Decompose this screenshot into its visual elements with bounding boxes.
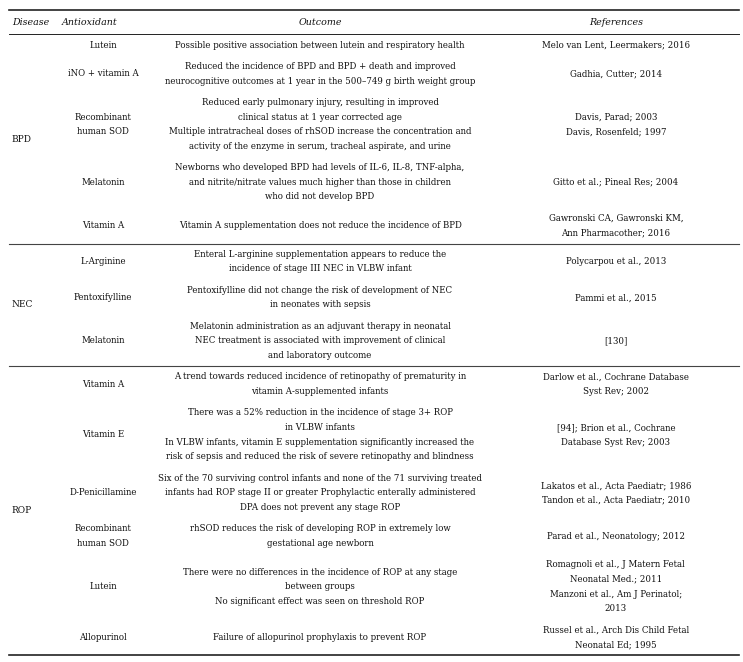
Text: Davis, Rosenfeld; 1997: Davis, Rosenfeld; 1997 [565, 127, 666, 136]
Text: Melatonin administration as an adjuvant therapy in neonatal: Melatonin administration as an adjuvant … [189, 322, 450, 331]
Text: risk of sepsis and reduced the risk of severe retinopathy and blindness: risk of sepsis and reduced the risk of s… [166, 452, 474, 461]
Text: infants had ROP stage II or greater Prophylactic enterally administered: infants had ROP stage II or greater Prop… [165, 489, 476, 497]
Text: Syst Rev; 2002: Syst Rev; 2002 [583, 387, 649, 396]
Text: Manzoni et al., Am J Perinatol;: Manzoni et al., Am J Perinatol; [550, 590, 682, 598]
Text: and laboratory outcome: and laboratory outcome [268, 351, 372, 360]
Text: No significant effect was seen on threshold ROP: No significant effect was seen on thresh… [215, 597, 425, 606]
Text: iNO + vitamin A: iNO + vitamin A [68, 70, 138, 78]
Text: ROP: ROP [12, 506, 32, 515]
Text: There were no differences in the incidence of ROP at any stage: There were no differences in the inciden… [183, 567, 457, 577]
Text: Recombinant: Recombinant [75, 113, 132, 122]
Text: human SOD: human SOD [77, 127, 129, 136]
Text: D-Penicillamine: D-Penicillamine [69, 489, 137, 497]
Text: Reduced early pulmonary injury, resulting in improved: Reduced early pulmonary injury, resultin… [201, 98, 438, 107]
Text: [130]: [130] [604, 336, 628, 346]
Text: Parad et al., Neonatology; 2012: Parad et al., Neonatology; 2012 [547, 532, 685, 541]
Text: Davis, Parad; 2003: Davis, Parad; 2003 [574, 113, 657, 122]
Text: Melo van Lent, Leermakers; 2016: Melo van Lent, Leermakers; 2016 [542, 40, 690, 50]
Text: incidence of stage III NEC in VLBW infant: incidence of stage III NEC in VLBW infan… [229, 265, 412, 273]
Text: Neonatal Med.; 2011: Neonatal Med.; 2011 [570, 575, 662, 584]
Text: Pammi et al., 2015: Pammi et al., 2015 [575, 293, 657, 302]
Text: Polycarpou et al., 2013: Polycarpou et al., 2013 [565, 257, 666, 266]
Text: rhSOD reduces the risk of developing ROP in extremely low: rhSOD reduces the risk of developing ROP… [189, 524, 450, 534]
Text: activity of the enzyme in serum, tracheal aspirate, and urine: activity of the enzyme in serum, trachea… [189, 142, 451, 151]
Text: Multiple intratracheal doses of rhSOD increase the concentration and: Multiple intratracheal doses of rhSOD in… [169, 127, 471, 136]
Text: Newborns who developed BPD had levels of IL-6, IL-8, TNF-alpha,: Newborns who developed BPD had levels of… [175, 164, 464, 172]
Text: neurocognitive outcomes at 1 year in the 500–749 g birth weight group: neurocognitive outcomes at 1 year in the… [165, 77, 476, 85]
Text: Six of the 70 surviving control infants and none of the 71 surviving treated: Six of the 70 surviving control infants … [158, 474, 482, 483]
Text: clinical status at 1 year corrected age: clinical status at 1 year corrected age [238, 113, 402, 122]
Text: DPA does not prevent any stage ROP: DPA does not prevent any stage ROP [240, 503, 400, 512]
Text: and nitrite/nitrate values much higher than those in children: and nitrite/nitrate values much higher t… [189, 178, 451, 187]
Text: Disease: Disease [12, 18, 49, 26]
Text: gestational age newborn: gestational age newborn [267, 539, 374, 548]
Text: Romagnoli et al., J Matern Fetal: Romagnoli et al., J Matern Fetal [547, 560, 685, 569]
Text: [94]; Brion et al., Cochrane: [94]; Brion et al., Cochrane [557, 423, 675, 432]
Text: BPD: BPD [12, 134, 32, 144]
Text: Gadhia, Cutter; 2014: Gadhia, Cutter; 2014 [570, 70, 662, 78]
Text: Failure of allopurinol prophylaxis to prevent ROP: Failure of allopurinol prophylaxis to pr… [213, 633, 426, 642]
Text: Vitamin E: Vitamin E [82, 430, 124, 440]
Text: in neonates with sepsis: in neonates with sepsis [270, 301, 371, 310]
Text: Darlow et al., Cochrane Database: Darlow et al., Cochrane Database [543, 373, 689, 381]
Text: References: References [589, 18, 643, 26]
Text: Ann Pharmacother; 2016: Ann Pharmacother; 2016 [562, 228, 670, 238]
Text: Tandon et al., Acta Paediatr; 2010: Tandon et al., Acta Paediatr; 2010 [542, 496, 690, 504]
Text: vitamin A-supplemented infants: vitamin A-supplemented infants [251, 387, 389, 396]
Text: between groups: between groups [285, 583, 355, 591]
Text: Gitto et al.; Pineal Res; 2004: Gitto et al.; Pineal Res; 2004 [554, 178, 678, 187]
Text: Vitamin A: Vitamin A [82, 380, 124, 389]
Text: Lutein: Lutein [89, 40, 117, 50]
Text: Gawronski CA, Gawronski KM,: Gawronski CA, Gawronski KM, [548, 214, 683, 223]
Text: in VLBW infants: in VLBW infants [285, 423, 355, 432]
Text: Melatonin: Melatonin [82, 178, 125, 187]
Text: A trend towards reduced incidence of retinopathy of prematurity in: A trend towards reduced incidence of ret… [174, 373, 466, 381]
Text: Enteral L-arginine supplementation appears to reduce the: Enteral L-arginine supplementation appea… [194, 250, 447, 259]
Text: human SOD: human SOD [77, 539, 129, 548]
Text: In VLBW infants, vitamin E supplementation significantly increased the: In VLBW infants, vitamin E supplementati… [166, 438, 475, 447]
Text: Outcome: Outcome [298, 18, 342, 26]
Text: Reduced the incidence of BPD and BPD + death and improved: Reduced the incidence of BPD and BPD + d… [185, 62, 455, 71]
Text: NEC: NEC [12, 301, 33, 310]
Text: Vitamin A: Vitamin A [82, 221, 124, 230]
Text: Vitamin A supplementation does not reduce the incidence of BPD: Vitamin A supplementation does not reduc… [178, 221, 461, 230]
Text: Database Syst Rev; 2003: Database Syst Rev; 2003 [562, 438, 670, 447]
Text: There was a 52% reduction in the incidence of stage 3+ ROP: There was a 52% reduction in the inciden… [187, 408, 452, 418]
Text: who did not develop BPD: who did not develop BPD [265, 193, 374, 201]
Text: Pentoxifylline: Pentoxifylline [74, 293, 132, 302]
Text: Neonatal Ed; 1995: Neonatal Ed; 1995 [575, 640, 657, 649]
Text: Lakatos et al., Acta Paediatr; 1986: Lakatos et al., Acta Paediatr; 1986 [541, 481, 691, 490]
Text: Pentoxifylline did not change the risk of development of NEC: Pentoxifylline did not change the risk o… [187, 286, 452, 295]
Text: NEC treatment is associated with improvement of clinical: NEC treatment is associated with improve… [195, 336, 445, 346]
Text: Melatonin: Melatonin [82, 336, 125, 346]
Text: Lutein: Lutein [89, 583, 117, 591]
Text: Antioxidant: Antioxidant [62, 18, 117, 26]
Text: Russel et al., Arch Dis Child Fetal: Russel et al., Arch Dis Child Fetal [542, 626, 689, 635]
Text: Possible positive association between lutein and respiratory health: Possible positive association between lu… [175, 40, 465, 50]
Text: 2013: 2013 [605, 604, 627, 613]
Text: L-Arginine: L-Arginine [80, 257, 126, 266]
Text: Recombinant: Recombinant [75, 524, 132, 534]
Text: Allopurinol: Allopurinol [80, 633, 127, 642]
